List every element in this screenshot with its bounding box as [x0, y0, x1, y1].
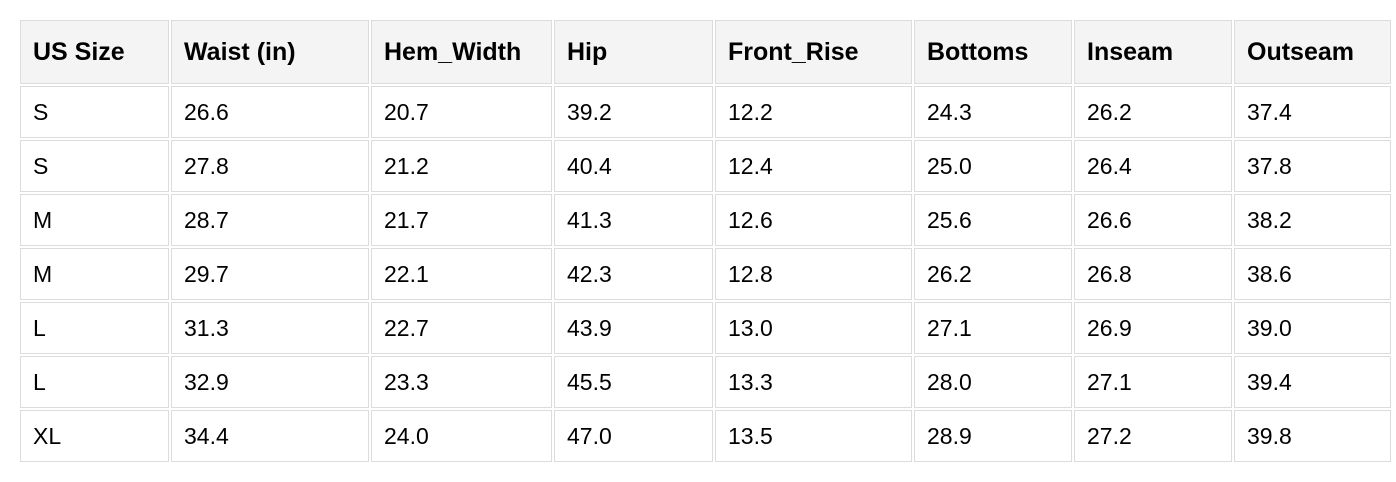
table-cell: 13.0: [715, 302, 912, 354]
table-cell: 13.5: [715, 410, 912, 462]
table-row: S 27.8 21.2 40.4 12.4 25.0 26.4 37.8: [20, 140, 1391, 192]
table-cell: 39.4: [1234, 356, 1391, 408]
table-cell: 38.6: [1234, 248, 1391, 300]
table-row: S 26.6 20.7 39.2 12.2 24.3 26.2 37.4: [20, 86, 1391, 138]
column-header: Front_Rise: [715, 20, 912, 84]
table-row: M 28.7 21.7 41.3 12.6 25.6 26.6 38.2: [20, 194, 1391, 246]
table-cell: 26.8: [1074, 248, 1232, 300]
table-cell: 25.6: [914, 194, 1072, 246]
table-cell: 13.3: [715, 356, 912, 408]
table-cell: 32.9: [171, 356, 369, 408]
table-cell: 28.0: [914, 356, 1072, 408]
table-cell: 26.4: [1074, 140, 1232, 192]
table-cell: 37.8: [1234, 140, 1391, 192]
table-cell: 23.3: [371, 356, 552, 408]
table-cell: 12.2: [715, 86, 912, 138]
size-chart-table: US Size Waist (in) Hem_Width Hip Front_Rise B…: [18, 18, 1393, 464]
column-header: Inseam: [1074, 20, 1232, 84]
table-cell: 34.4: [171, 410, 369, 462]
table-cell: 12.8: [715, 248, 912, 300]
table-cell: 26.2: [1074, 86, 1232, 138]
table-cell: M: [20, 194, 169, 246]
table-cell: 27.2: [1074, 410, 1232, 462]
table-row: XL 34.4 24.0 47.0 13.5 28.9 27.2 39.8: [20, 410, 1391, 462]
table-cell: 39.8: [1234, 410, 1391, 462]
table-cell: M: [20, 248, 169, 300]
column-header: Waist (in): [171, 20, 369, 84]
table-cell: 27.1: [914, 302, 1072, 354]
table-cell: 24.3: [914, 86, 1072, 138]
table-cell: 45.5: [554, 356, 713, 408]
table-cell: XL: [20, 410, 169, 462]
table-row: L 32.9 23.3 45.5 13.3 28.0 27.1 39.4: [20, 356, 1391, 408]
table-cell: 41.3: [554, 194, 713, 246]
table-cell: 12.4: [715, 140, 912, 192]
table-cell: 43.9: [554, 302, 713, 354]
table-cell: 22.1: [371, 248, 552, 300]
table-cell: S: [20, 140, 169, 192]
column-header: US Size: [20, 20, 169, 84]
table-cell: 25.0: [914, 140, 1072, 192]
table-cell: 47.0: [554, 410, 713, 462]
table-cell: 28.7: [171, 194, 369, 246]
table-cell: 12.6: [715, 194, 912, 246]
column-header: Outseam: [1234, 20, 1391, 84]
table-cell: 20.7: [371, 86, 552, 138]
table-cell: 28.9: [914, 410, 1072, 462]
header-row: US Size Waist (in) Hem_Width Hip Front_Rise B…: [20, 20, 1391, 84]
table-cell: 40.4: [554, 140, 713, 192]
table-cell: 26.9: [1074, 302, 1232, 354]
table-cell: 29.7: [171, 248, 369, 300]
table-cell: 37.4: [1234, 86, 1391, 138]
table-cell: 42.3: [554, 248, 713, 300]
column-header: Hem_Width: [371, 20, 552, 84]
table-cell: 26.6: [1074, 194, 1232, 246]
table-cell: S: [20, 86, 169, 138]
table-cell: L: [20, 302, 169, 354]
table-cell: 39.2: [554, 86, 713, 138]
table-row: L 31.3 22.7 43.9 13.0 27.1 26.9 39.0: [20, 302, 1391, 354]
table-cell: 26.2: [914, 248, 1072, 300]
table-cell: 21.7: [371, 194, 552, 246]
table-cell: 24.0: [371, 410, 552, 462]
table-cell: 38.2: [1234, 194, 1391, 246]
table-cell: L: [20, 356, 169, 408]
table-cell: 21.2: [371, 140, 552, 192]
table-cell: 22.7: [371, 302, 552, 354]
table-cell: 26.6: [171, 86, 369, 138]
table-cell: 27.1: [1074, 356, 1232, 408]
column-header: Hip: [554, 20, 713, 84]
table-cell: 27.8: [171, 140, 369, 192]
table-row: M 29.7 22.1 42.3 12.8 26.2 26.8 38.6: [20, 248, 1391, 300]
table-cell: 39.0: [1234, 302, 1391, 354]
column-header: Bottoms: [914, 20, 1072, 84]
table-cell: 31.3: [171, 302, 369, 354]
